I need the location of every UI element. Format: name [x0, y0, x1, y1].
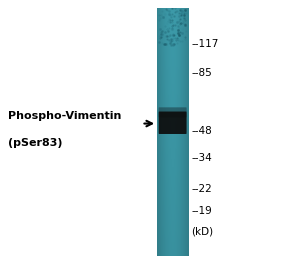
Text: --22: --22: [191, 184, 212, 194]
Text: --117: --117: [191, 39, 218, 49]
Text: Phospho-Vimentin: Phospho-Vimentin: [8, 111, 122, 121]
FancyBboxPatch shape: [159, 111, 186, 134]
Text: --34: --34: [191, 153, 212, 163]
Text: --85: --85: [191, 68, 212, 78]
FancyBboxPatch shape: [159, 107, 187, 117]
Text: (kD): (kD): [191, 226, 213, 236]
Text: --48: --48: [191, 126, 212, 136]
Text: (pSer83): (pSer83): [8, 138, 63, 148]
Text: --19: --19: [191, 206, 212, 216]
